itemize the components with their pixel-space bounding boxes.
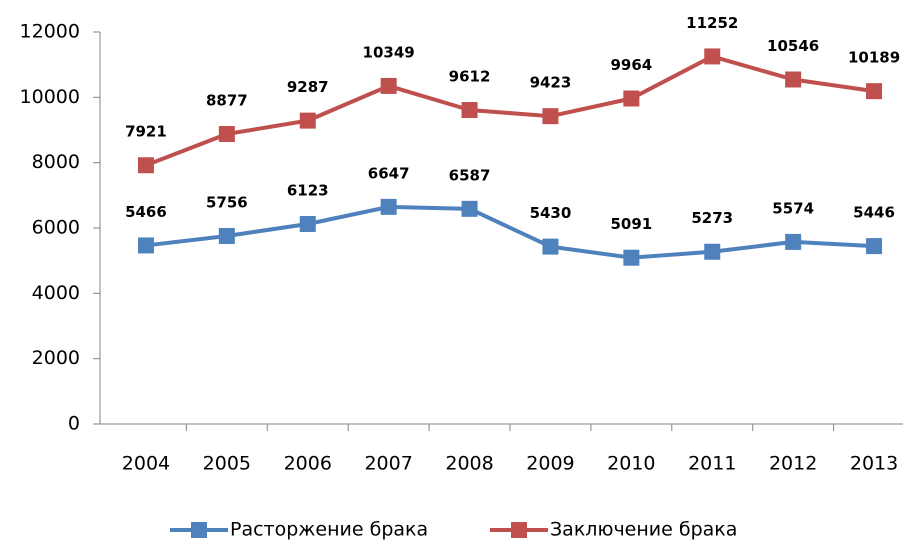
data-label: 6587 [449, 166, 491, 184]
x-tick-label: 2004 [122, 453, 170, 475]
data-label: 5466 [125, 203, 167, 221]
marker [461, 102, 478, 119]
x-tick-label: 2006 [284, 453, 332, 475]
marker [542, 108, 559, 125]
marker [623, 90, 640, 107]
series-line [145, 54, 875, 168]
x-tick-label: 2012 [769, 453, 817, 475]
marker [461, 200, 478, 217]
marker [380, 198, 397, 215]
data-label: 10189 [848, 49, 900, 67]
data-label: 5574 [772, 199, 814, 217]
legend-label: Расторжение брака [230, 519, 428, 541]
marker [137, 157, 154, 174]
legend-marker [191, 522, 207, 538]
marker [866, 83, 883, 100]
series-line [145, 204, 875, 260]
data-label: 10349 [363, 43, 415, 61]
data-label: 11252 [686, 14, 738, 32]
data-label: 9423 [530, 74, 572, 92]
marker [623, 249, 640, 266]
marker [218, 227, 235, 244]
y-tick-label: 8000 [32, 151, 80, 173]
y-tick-label: 6000 [32, 217, 80, 239]
marker [704, 48, 721, 65]
x-tick-label: 2013 [850, 453, 898, 475]
data-label: 5430 [530, 204, 572, 222]
y-tick-label: 12000 [20, 21, 80, 43]
x-tick-label: 2011 [688, 453, 736, 475]
marker [380, 77, 397, 94]
marker [785, 233, 802, 250]
data-label: 6647 [368, 164, 410, 182]
marker [218, 126, 235, 143]
marker [785, 71, 802, 88]
data-label: 5273 [691, 209, 733, 227]
data-label: 7921 [125, 123, 167, 141]
y-tick-label: 4000 [32, 282, 80, 304]
x-tick-label: 2008 [445, 453, 493, 475]
data-label: 5091 [610, 215, 652, 233]
y-tick-label: 0 [68, 413, 80, 435]
x-tick-label: 2010 [607, 453, 655, 475]
data-label: 8877 [206, 92, 248, 110]
data-label: 10546 [767, 37, 819, 55]
data-label: 6123 [287, 181, 329, 199]
data-label: 9612 [449, 68, 491, 86]
y-tick-label: 2000 [32, 347, 80, 369]
marker [137, 237, 154, 254]
marker [866, 238, 883, 255]
marker [542, 238, 559, 255]
data-label: 9964 [610, 56, 652, 74]
marker [299, 112, 316, 129]
x-tick-label: 2009 [526, 453, 574, 475]
y-tick-label: 10000 [20, 86, 80, 108]
data-label: 5756 [206, 193, 248, 211]
x-tick-label: 2007 [364, 453, 412, 475]
data-label: 9287 [287, 78, 329, 96]
marker [704, 243, 721, 260]
marker [299, 215, 316, 232]
x-tick-label: 2005 [203, 453, 251, 475]
legend-label: Заключение брака [550, 519, 737, 541]
legend-marker [511, 522, 527, 538]
data-label: 5446 [853, 204, 895, 222]
